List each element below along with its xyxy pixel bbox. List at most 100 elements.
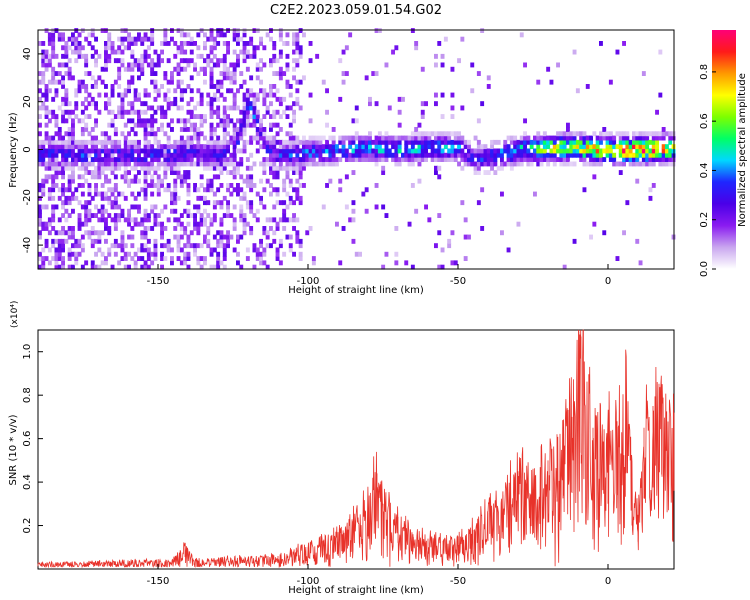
spectrogram-cell: [434, 101, 438, 107]
snr-y-tick-label: 1.0: [22, 344, 33, 360]
spectrogram-cell: [54, 88, 59, 94]
spectrogram-cell: [113, 139, 118, 145]
spectrogram-cell: [252, 183, 257, 188]
spectrogram-cell: [209, 122, 214, 128]
spectrogram-cell: [292, 49, 296, 55]
spectrogram-cell: [150, 161, 155, 167]
spectrogram-cell: [226, 114, 230, 119]
spectrogram-cell: [262, 62, 267, 68]
spectrogram-cell: [420, 148, 425, 154]
spectrogram-cell: [655, 148, 659, 154]
spectrogram-cell: [295, 157, 300, 162]
spectrogram-cell: [90, 32, 95, 38]
spectrogram-cell: [249, 122, 254, 128]
spectrogram-cell: [120, 238, 125, 244]
spectrogram-cell: [523, 152, 527, 158]
spectrogram-cell: [150, 144, 155, 150]
spectrogram-cell: [179, 96, 184, 102]
spectrogram-cell: [447, 152, 452, 158]
colorbar-tick-label: 0.0: [699, 261, 710, 277]
spectrogram-cell: [183, 251, 188, 257]
spectrogram-cell: [318, 157, 323, 162]
spectrogram-cell: [589, 157, 593, 162]
spectrogram-cell: [467, 157, 471, 162]
spectrogram-cell: [183, 32, 188, 38]
spectrogram-cell: [87, 114, 92, 119]
spectrogram-cell: [130, 191, 135, 197]
spectrogram-cell: [113, 251, 118, 257]
spectrogram-cell: [661, 135, 666, 141]
spectrogram-cell: [374, 161, 379, 167]
spectrogram-cell: [186, 243, 191, 249]
spectrogram-cell: [450, 105, 455, 111]
spectrogram-cell: [130, 144, 135, 150]
spectrogram-cell: [160, 161, 164, 167]
spectrogram-cell: [269, 144, 273, 150]
spectrogram-cell: [361, 148, 366, 154]
spectrogram-cell: [206, 243, 211, 249]
spectrogram-cell: [54, 28, 59, 33]
spectrogram-cell: [44, 148, 49, 154]
spectrogram-cell: [302, 75, 306, 81]
spectrogram-cell: [57, 71, 62, 76]
spectrogram-cell: [278, 238, 283, 244]
spectrogram-cell: [513, 139, 518, 145]
spectrogram-cell: [146, 217, 151, 223]
spectrogram-cell: [74, 238, 79, 244]
spectrogram-cell: [160, 127, 164, 132]
spectrogram-cell: [130, 204, 135, 210]
spectrogram-cell: [196, 226, 201, 231]
spectrogram-cell: [140, 161, 145, 167]
spectrogram-cell: [123, 109, 128, 115]
spectrogram-cell: [453, 139, 458, 145]
spectrogram-cell: [67, 131, 72, 137]
spectrogram-cell: [265, 32, 270, 38]
spectrogram-cell: [176, 49, 181, 55]
spectrogram-cell: [44, 161, 49, 167]
spectrogram-cell: [61, 96, 65, 102]
spectrogram-cell: [242, 122, 247, 128]
spectrogram-cell: [47, 88, 52, 94]
spectrogram-cell: [282, 157, 287, 162]
spectrogram-cell: [179, 45, 184, 51]
spectrogram-cell: [212, 62, 217, 68]
spectrogram-cell: [242, 178, 247, 184]
spectrogram-cell: [457, 131, 461, 137]
spectrogram-cell: [450, 148, 455, 154]
spectrogram-x-tick-label: -100: [297, 276, 320, 287]
spectrogram-cell: [536, 79, 541, 85]
spectrogram-cell: [41, 191, 46, 197]
spectrogram-cell: [137, 118, 141, 124]
spectrogram-cell: [519, 148, 524, 154]
spectrogram-cell: [434, 170, 438, 175]
spectrogram-cell: [625, 135, 630, 141]
spectrogram-cell: [44, 105, 49, 111]
spectrogram-cell: [407, 221, 412, 227]
spectrogram-cell: [51, 174, 56, 180]
spectrogram-cell: [414, 148, 419, 154]
spectrogram-cell: [242, 49, 247, 55]
spectrogram-cell: [552, 139, 557, 145]
spectrogram-cell: [163, 204, 168, 210]
spectrogram-cell: [150, 204, 155, 210]
spectrogram-cell: [628, 161, 633, 167]
spectrogram-cell: [143, 191, 148, 197]
spectrogram-cell: [176, 256, 181, 261]
spectrogram-cell: [176, 195, 181, 201]
spectrogram-cell: [140, 58, 145, 64]
spectrogram-cell: [272, 144, 277, 150]
spectrogram-cell: [262, 161, 267, 167]
spectrogram-cell: [622, 230, 626, 236]
spectrogram-cell: [430, 139, 435, 145]
spectrogram-cell: [308, 41, 313, 46]
spectrogram-cell: [186, 62, 191, 68]
spectrogram-cell: [513, 152, 518, 158]
spectrogram-cell: [113, 127, 118, 132]
spectrogram-cell: [612, 161, 617, 167]
spectrogram-cell: [236, 131, 240, 137]
spectrogram-cell: [150, 122, 155, 128]
spectrogram-cell: [222, 264, 227, 270]
spectrogram-cell: [295, 32, 300, 38]
spectrogram-cell: [575, 88, 580, 94]
spectrogram-cell: [222, 256, 227, 261]
